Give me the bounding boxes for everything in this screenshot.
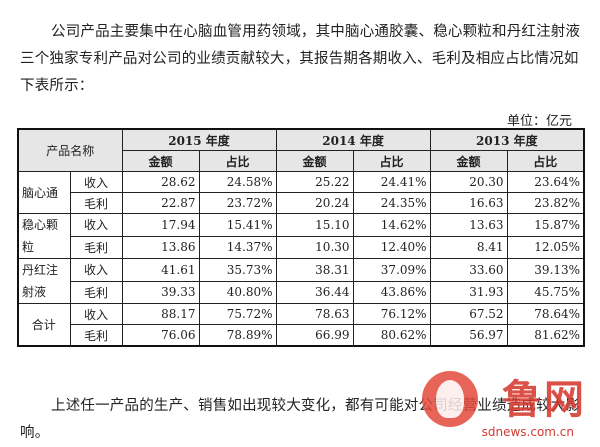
table-row: 稳心颗粒 收入 17.94 15.41% 15.10 14.62% 13.63 …	[17, 213, 585, 259]
table-row: 毛利 13.86 14.37% 10.30 12.40% 8.41 12.05%	[18, 235, 585, 259]
subheader-ratio: 占比	[352, 150, 431, 172]
value-cell: 31.93	[429, 280, 508, 304]
table-row: 丹红注射液 收入 41.61 35.73% 38.31 37.09% 33.60…	[17, 258, 585, 304]
header-year-2014: 2014 年度	[275, 128, 431, 151]
value-cell: 66.99	[275, 324, 354, 347]
value-cell: 12.05%	[506, 235, 585, 259]
watermark-url: sdnews.com.cn	[481, 425, 574, 439]
value-cell: 22.87	[121, 192, 200, 214]
value-cell: 39.13%	[506, 258, 585, 282]
value-cell: 81.62%	[506, 324, 585, 347]
value-cell: 56.97	[429, 324, 508, 347]
value-cell: 15.10	[275, 213, 354, 237]
table-row: 毛利 22.87 23.72% 20.24 24.35% 16.63 23.82…	[18, 192, 585, 214]
value-cell: 88.17	[121, 303, 200, 325]
value-cell: 67.52	[429, 303, 508, 325]
value-cell: 38.31	[275, 258, 354, 282]
table-row: 毛利 39.33 40.80% 36.44 43.86% 31.93 45.75…	[18, 280, 585, 304]
value-cell: 78.63	[275, 303, 354, 325]
row-kind-cell: 收入	[69, 258, 123, 282]
total-row: 合计 收入 88.17 75.72% 78.63 76.12% 67.52 78…	[17, 303, 585, 347]
value-cell: 41.61	[121, 258, 200, 282]
value-cell: 80.62%	[352, 324, 431, 347]
value-cell: 76.06	[121, 324, 200, 347]
value-cell: 14.37%	[198, 235, 277, 259]
value-cell: 23.82%	[506, 192, 585, 214]
value-cell: 39.33	[121, 280, 200, 304]
value-cell: 20.24	[275, 192, 354, 214]
value-cell: 33.60	[429, 258, 508, 282]
product-name-cell: 稳心颗粒	[17, 213, 71, 259]
value-cell: 23.72%	[198, 192, 277, 214]
table-row: 脑心通 收入 28.62 24.58% 25.22 24.41% 20.30 2…	[17, 171, 585, 214]
value-cell: 37.09%	[352, 258, 431, 282]
row-kind-cell: 收入	[69, 303, 123, 325]
total-name-cell: 合计	[17, 303, 71, 347]
value-cell: 78.89%	[198, 324, 277, 347]
financial-table: 产品名称 2015 年度 2014 年度 2013 年度 金额 占比 金额 占比…	[17, 128, 586, 347]
value-cell: 14.62%	[352, 213, 431, 237]
value-cell: 24.58%	[198, 171, 277, 193]
row-kind-cell: 收入	[69, 171, 123, 193]
value-cell: 13.63	[429, 213, 508, 237]
value-cell: 75.72%	[198, 303, 277, 325]
total-row: 毛利 76.06 78.89% 66.99 80.62% 56.97 81.62…	[18, 324, 585, 347]
value-cell: 12.40%	[352, 235, 431, 259]
value-cell: 76.12%	[352, 303, 431, 325]
value-cell: 24.35%	[352, 192, 431, 214]
row-kind-cell: 毛利	[69, 235, 123, 259]
watermark-emblem-icon	[422, 371, 478, 427]
value-cell: 17.94	[121, 213, 200, 237]
value-cell: 20.30	[429, 171, 508, 193]
value-cell: 25.22	[275, 171, 354, 193]
value-cell: 43.86%	[352, 280, 431, 304]
value-cell: 24.41%	[352, 171, 431, 193]
row-kind-cell: 毛利	[69, 324, 123, 347]
value-cell: 10.30	[275, 235, 354, 259]
row-kind-cell: 收入	[69, 213, 123, 237]
header-year-2013: 2013 年度	[429, 128, 585, 151]
unit-label: 单位：亿元	[506, 114, 572, 129]
product-name-cell: 脑心通	[17, 171, 71, 214]
row-kind-cell: 毛利	[69, 192, 123, 214]
subheader-amount: 金额	[429, 150, 508, 172]
value-cell: 8.41	[429, 235, 508, 259]
value-cell: 36.44	[275, 280, 354, 304]
product-name-cell: 丹红注射液	[17, 258, 71, 304]
header-year-2015: 2015 年度	[121, 128, 277, 151]
value-cell: 16.63	[429, 192, 508, 214]
value-cell: 13.86	[121, 235, 200, 259]
watermark-brand: 鲁网	[502, 377, 586, 423]
header-product-name: 产品名称	[17, 128, 123, 172]
intro-paragraph: 公司产品主要集中在心脑血管用药领域，其中脑心通胶囊、稳心颗粒和丹红注射液三个独家…	[20, 23, 581, 94]
value-cell: 15.41%	[198, 213, 277, 237]
watermark-logo: 鲁网 sdnews.com.cn	[406, 363, 596, 441]
subheader-amount: 金额	[275, 150, 354, 172]
value-cell: 45.75%	[506, 280, 585, 304]
value-cell: 28.62	[121, 171, 200, 193]
subheader-ratio: 占比	[198, 150, 277, 172]
value-cell: 15.87%	[506, 213, 585, 237]
value-cell: 35.73%	[198, 258, 277, 282]
row-kind-cell: 毛利	[69, 280, 123, 304]
value-cell: 40.80%	[198, 280, 277, 304]
value-cell: 78.64%	[506, 303, 585, 325]
value-cell: 23.64%	[506, 171, 585, 193]
subheader-ratio: 占比	[506, 150, 585, 172]
subheader-amount: 金额	[121, 150, 200, 172]
